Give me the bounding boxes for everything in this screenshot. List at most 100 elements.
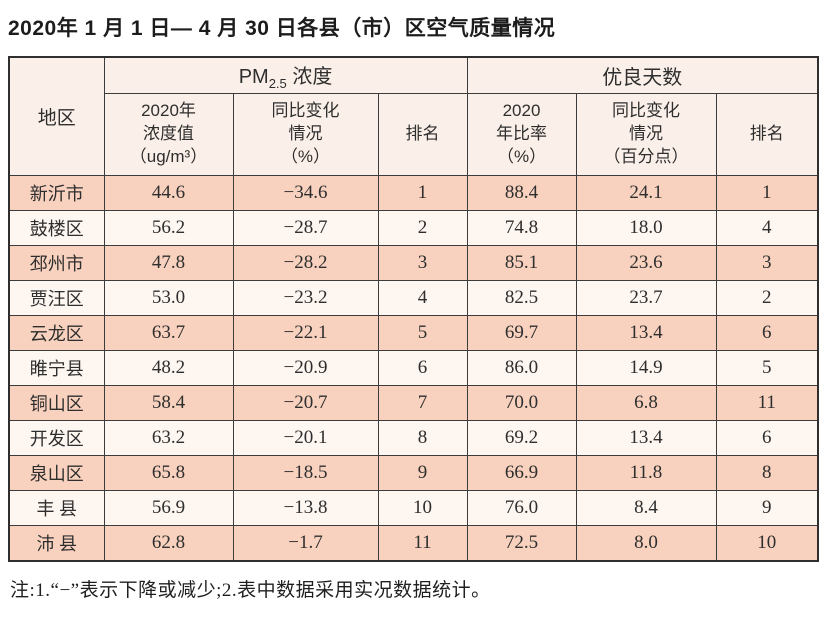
good-ratio-cell: 85.1 xyxy=(466,245,577,281)
pm-rank-cell: 3 xyxy=(377,245,468,281)
pm-change-cell: −23.2 xyxy=(232,280,379,316)
good-change-cell: 23.6 xyxy=(575,245,717,281)
table-row: 贾汪区 53.0 −23.2 4 82.5 23.7 2 xyxy=(8,280,819,316)
good-change-cell: 13.4 xyxy=(575,315,717,351)
pm-change-cell: −28.2 xyxy=(232,245,379,281)
good-change-cell: 8.0 xyxy=(575,525,717,561)
good-rank-cell: 1 xyxy=(715,175,819,211)
pm-rank-cell: 10 xyxy=(377,490,468,526)
pm-rank-cell: 11 xyxy=(377,525,468,561)
air-quality-table: 地区 PM2.5 浓度 优良天数 2020年 浓度值 （ug/m³） 同比变化 … xyxy=(8,56,820,562)
pm-value-cell: 53.0 xyxy=(103,280,234,316)
pm25-label-subscript: 2.5 xyxy=(268,76,287,91)
good-ratio-cell: 86.0 xyxy=(466,350,577,386)
good-rank-cell: 6 xyxy=(715,315,819,351)
pm-value-cell: 56.9 xyxy=(103,490,234,526)
pm-value-cell: 48.2 xyxy=(103,350,234,386)
table-row: 鼓楼区 56.2 −28.7 2 74.8 18.0 4 xyxy=(8,210,819,246)
good-change-cell: 13.4 xyxy=(575,420,717,456)
good-ratio-cell: 76.0 xyxy=(466,490,577,526)
good-change-cell: 6.8 xyxy=(575,385,717,421)
table-row: 云龙区 63.7 −22.1 5 69.7 13.4 6 xyxy=(8,315,819,351)
header-sub-row: 2020年 浓度值 （ug/m³） 同比变化 情况 （%） 排名 2020 年比… xyxy=(9,93,819,176)
table-row: 开发区 63.2 −20.1 8 69.2 13.4 6 xyxy=(8,420,819,456)
pm-rank-column-header: 排名 xyxy=(377,93,468,176)
good-change-cell: 24.1 xyxy=(575,175,717,211)
good-rank-cell: 5 xyxy=(715,350,819,386)
table-row: 沛 县 62.8 −1.7 11 72.5 8.0 10 xyxy=(8,525,819,561)
pm-change-cell: −13.8 xyxy=(232,490,379,526)
page-title: 2020年 1 月 1 日— 4 月 30 日各县（市）区空气质量情况 xyxy=(8,17,556,40)
good-rank-cell: 8 xyxy=(715,455,819,491)
region-cell: 云龙区 xyxy=(8,315,105,351)
region-cell: 睢宁县 xyxy=(8,350,105,386)
region-cell: 开发区 xyxy=(8,420,105,456)
pm-change-cell: −18.5 xyxy=(232,455,379,491)
pm-change-cell: −28.7 xyxy=(232,210,379,246)
table-row: 新沂市 44.6 −34.6 1 88.4 24.1 1 xyxy=(8,175,819,211)
pm-rank-cell: 7 xyxy=(377,385,468,421)
header-group-row: 地区 PM2.5 浓度 优良天数 xyxy=(8,56,819,176)
good-ratio-cell: 66.9 xyxy=(466,455,577,491)
good-ratio-column-header: 2020 年比率 （%） xyxy=(466,93,577,176)
pm-change-cell: −34.6 xyxy=(232,175,379,211)
pm-value-column-header: 2020年 浓度值 （ug/m³） xyxy=(103,93,234,176)
table-row: 丰 县 56.9 −13.8 10 76.0 8.4 9 xyxy=(8,490,819,526)
good-change-cell: 14.9 xyxy=(575,350,717,386)
pm-rank-cell: 9 xyxy=(377,455,468,491)
pm-change-cell: −20.1 xyxy=(232,420,379,456)
good-change-cell: 23.7 xyxy=(575,280,717,316)
good-rank-column-header: 排名 xyxy=(715,93,819,176)
pm-change-cell: −22.1 xyxy=(232,315,379,351)
footnote: 注:1.“−”表示下降或减少;2.表中数据采用实况数据统计。 xyxy=(10,579,491,601)
table-body: 新沂市 44.6 −34.6 1 88.4 24.1 1 鼓楼区 56.2 −28.7 2 74.8 1… xyxy=(8,175,819,561)
good-change-cell: 8.4 xyxy=(575,490,717,526)
region-cell: 新沂市 xyxy=(8,175,105,211)
pm-value-cell: 58.4 xyxy=(103,385,234,421)
pm-value-cell: 65.8 xyxy=(103,455,234,491)
table-row: 睢宁县 48.2 −20.9 6 86.0 14.9 5 xyxy=(8,350,819,386)
good-rank-cell: 4 xyxy=(715,210,819,246)
good-change-cell: 18.0 xyxy=(575,210,717,246)
pm-rank-cell: 1 xyxy=(377,175,468,211)
good-rank-cell: 3 xyxy=(715,245,819,281)
pm-change-cell: −20.9 xyxy=(232,350,379,386)
pm-value-cell: 47.8 xyxy=(103,245,234,281)
good-ratio-cell: 69.2 xyxy=(466,420,577,456)
table-header: 地区 PM2.5 浓度 优良天数 2020年 浓度值 （ug/m³） 同比变化 … xyxy=(8,56,819,176)
pm-value-cell: 63.7 xyxy=(103,315,234,351)
pm-value-cell: 44.6 xyxy=(103,175,234,211)
good-change-column-header: 同比变化 情况 （百分点） xyxy=(575,93,717,176)
pm25-label-prefix: PM xyxy=(238,66,269,88)
good-ratio-cell: 88.4 xyxy=(466,175,577,211)
pm25-label-suffix: 浓度 xyxy=(286,66,333,88)
good-ratio-cell: 69.7 xyxy=(466,315,577,351)
pm-rank-cell: 5 xyxy=(377,315,468,351)
pm-change-cell: −20.7 xyxy=(232,385,379,421)
good-ratio-cell: 72.5 xyxy=(466,525,577,561)
pm-value-cell: 63.2 xyxy=(103,420,234,456)
good-rank-cell: 10 xyxy=(715,525,819,561)
pm-rank-cell: 6 xyxy=(377,350,468,386)
region-cell: 铜山区 xyxy=(8,385,105,421)
region-cell: 泉山区 xyxy=(8,455,105,491)
region-cell: 丰 县 xyxy=(8,490,105,526)
good-rank-cell: 11 xyxy=(715,385,819,421)
good-rank-cell: 2 xyxy=(715,280,819,316)
table-row: 铜山区 58.4 −20.7 7 70.0 6.8 11 xyxy=(8,385,819,421)
pm-change-cell: −1.7 xyxy=(232,525,379,561)
region-cell: 沛 县 xyxy=(8,525,105,561)
region-cell: 贾汪区 xyxy=(8,280,105,316)
pm-rank-cell: 2 xyxy=(377,210,468,246)
region-cell: 鼓楼区 xyxy=(8,210,105,246)
good-ratio-cell: 74.8 xyxy=(466,210,577,246)
pm-value-cell: 62.8 xyxy=(103,525,234,561)
region-column-header: 地区 xyxy=(8,56,105,176)
good-ratio-cell: 70.0 xyxy=(466,385,577,421)
table-row: 邳州市 47.8 −28.2 3 85.1 23.6 3 xyxy=(8,245,819,281)
pm25-group-header: PM2.5 浓度 xyxy=(103,56,468,94)
pm-rank-cell: 4 xyxy=(377,280,468,316)
region-cell: 邳州市 xyxy=(8,245,105,281)
pm-rank-cell: 8 xyxy=(377,420,468,456)
